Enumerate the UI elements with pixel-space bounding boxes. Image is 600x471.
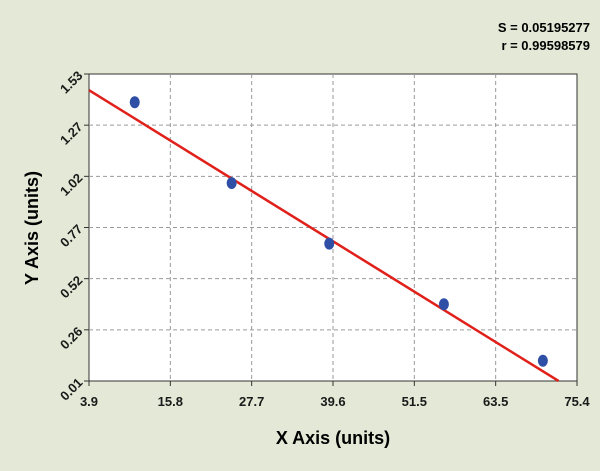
x-tick-label: 75.4 [564, 394, 590, 409]
x-tick-label: 51.5 [402, 394, 427, 409]
x-tick-label: 39.6 [320, 394, 345, 409]
x-tick-label: 15.8 [158, 394, 183, 409]
x-tick-label: 27.7 [239, 394, 264, 409]
y-tick-label: 0.52 [57, 273, 86, 302]
data-point [324, 237, 335, 250]
fit-line [88, 89, 560, 383]
y-tick-label: 0.26 [57, 324, 86, 353]
stat-s-text: S = 0.05195277 [498, 20, 590, 35]
y-tick-label: 1.27 [57, 119, 86, 148]
y-tick-label: 1.53 [57, 68, 86, 97]
data-point [537, 354, 548, 367]
data-points [129, 96, 548, 367]
fit-line-layer [88, 89, 560, 383]
x-tick-label: 3.9 [80, 394, 98, 409]
y-axis-title: Y Axis (units) [22, 171, 42, 285]
data-point [129, 96, 140, 109]
data-point [226, 177, 237, 190]
x-tick-label: 63.5 [483, 394, 508, 409]
data-point [438, 298, 449, 311]
x-axis-title: X Axis (units) [276, 428, 390, 448]
y-tick-label: 0.77 [57, 221, 86, 250]
grid-lines [84, 73, 578, 386]
y-tick-label: 1.02 [57, 170, 86, 199]
stat-r-text: r = 0.99598579 [501, 38, 590, 53]
